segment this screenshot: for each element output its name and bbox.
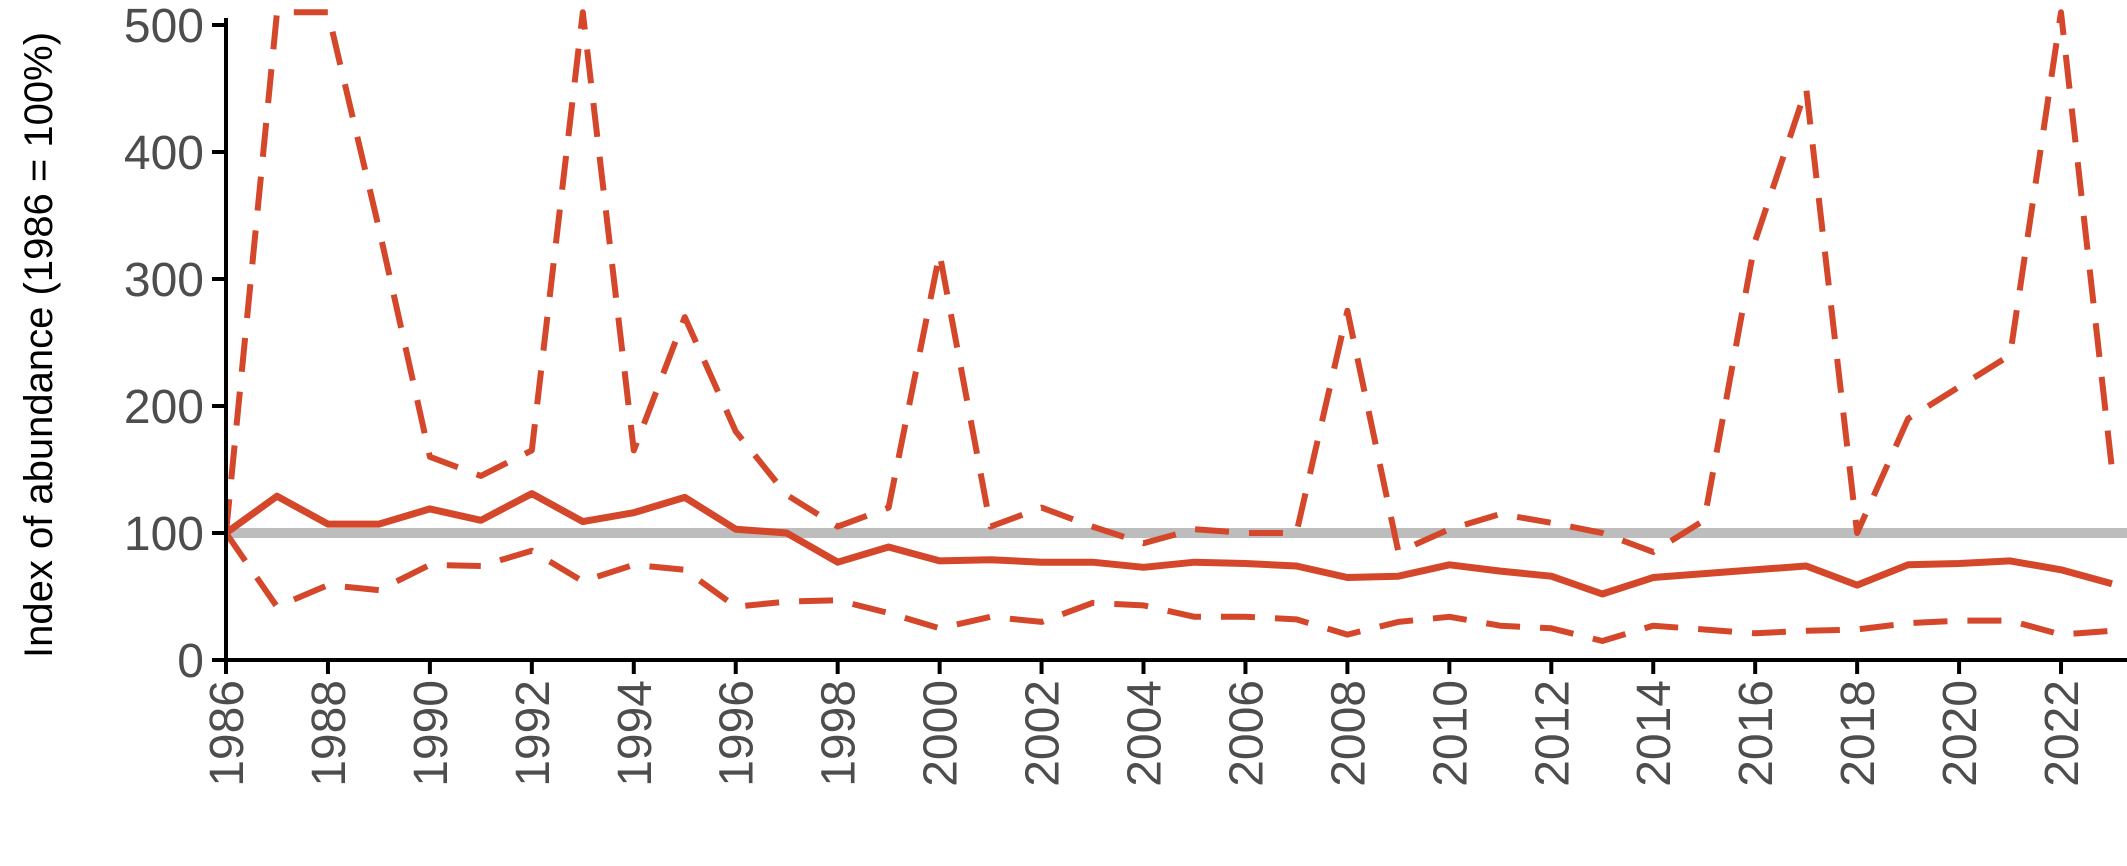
y-tick-label: 100	[124, 508, 204, 561]
x-tick-label: 2014	[1628, 680, 1681, 787]
y-tick-labels: 0 100 200 300 400 500	[124, 0, 226, 688]
y-tick-label: 500	[124, 0, 204, 53]
y-tick-label: 200	[124, 381, 204, 434]
x-tick-label: 2010	[1424, 680, 1477, 787]
x-tick-label: 2020	[1934, 680, 1987, 787]
x-tick-label: 2016	[1730, 680, 1783, 787]
x-tick-label: 1986	[201, 680, 254, 787]
axes	[224, 18, 2127, 662]
x-tick-label: 2004	[1119, 680, 1172, 787]
x-tick-label: 1990	[405, 680, 458, 787]
y-axis-title: Index of abundance (1986 = 100%)	[17, 32, 61, 658]
x-tick-label: 2022	[2036, 680, 2089, 787]
series-layer	[226, 9, 2115, 644]
series-line-dashed-2	[226, 531, 2113, 644]
x-tick-label: 1988	[303, 680, 356, 787]
series-line-dashed-1	[226, 9, 2115, 555]
x-tick-label: 2002	[1017, 680, 1070, 787]
x-tick-label: 2006	[1221, 680, 1274, 787]
x-tick-label: 2012	[1526, 680, 1579, 787]
series-line-main	[226, 490, 2113, 598]
x-tick-label: 1992	[507, 680, 560, 787]
y-tick-label: 400	[124, 127, 204, 180]
y-tick-label: 300	[124, 254, 204, 307]
x-tick-label: 2018	[1832, 680, 1885, 787]
x-tick-label: 1994	[609, 680, 662, 787]
x-tick-label: 2000	[915, 680, 968, 787]
x-tick-label: 1996	[711, 680, 764, 787]
x-tick-labels: 1986 1988 1990 1992 1994 1996 1998 2000 2002 2004…	[201, 660, 2089, 787]
x-tick-label: 1998	[813, 680, 866, 787]
y-tick-label: 0	[177, 635, 204, 688]
x-tick-label: 2008	[1322, 680, 1375, 787]
